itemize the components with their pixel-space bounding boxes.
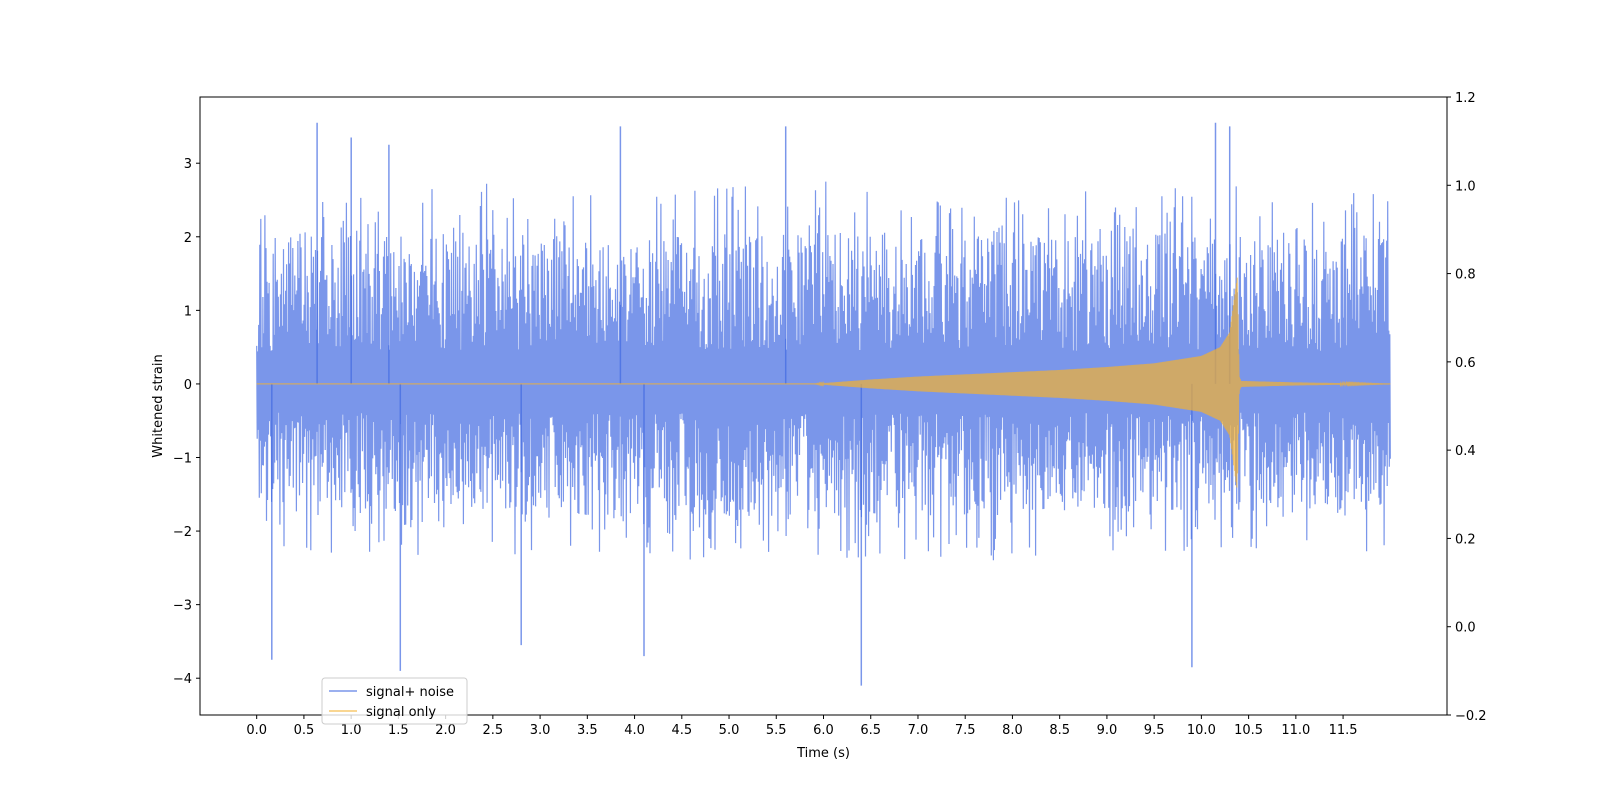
y-tick-label: −3 [173, 599, 192, 614]
x-tick-label: 6.5 [860, 723, 881, 738]
legend-label-signal-noise: signal+ noise [366, 685, 454, 700]
x-tick-label: 2.5 [483, 723, 504, 738]
y2-tick-label: −0.2 [1455, 709, 1487, 724]
x-tick-label: 11.0 [1281, 723, 1310, 738]
x-tick-label: 2.0 [435, 723, 456, 738]
y2-tick-label: 0.2 [1455, 532, 1476, 547]
y-axis-label: Whitened strain [151, 354, 166, 457]
x-tick-label: 10.5 [1234, 723, 1263, 738]
y-tick-label: −1 [173, 452, 192, 467]
x-tick-label: 9.5 [1144, 723, 1165, 738]
y2-tick-label: 0.8 [1455, 268, 1476, 283]
x-tick-label: 5.5 [766, 723, 787, 738]
x-tick-label: 1.5 [388, 723, 409, 738]
y2-tick-label: 0.4 [1455, 444, 1476, 459]
x-tick-label: 7.5 [955, 723, 976, 738]
y-tick-label: −2 [173, 525, 192, 540]
legend: signal+ noise signal only [321, 677, 468, 725]
legend-box [321, 677, 468, 725]
x-tick-label: 6.0 [813, 723, 834, 738]
series-signal-noise [256, 122, 1391, 686]
y-tick-label: 1 [184, 304, 192, 319]
y2-tick-label: 1.0 [1455, 179, 1476, 194]
x-tick-label: 4.0 [624, 723, 645, 738]
x-tick-label: 10.0 [1187, 723, 1216, 738]
x-tick-label: 5.0 [719, 723, 740, 738]
x-axis: 0.0 0.5 1.0 1.5 2.0 2.5 3.0 3.5 4.0 4.5 5.0 5.5 6.0 6… [246, 715, 1358, 738]
x-tick-label: 3.5 [577, 723, 598, 738]
y-axis: −4 −3 −2 −1 0 1 2 3 [173, 157, 200, 687]
x-tick-label: 9.0 [1097, 723, 1118, 738]
y-tick-label: −4 [173, 672, 192, 687]
x-tick-label: 0.5 [294, 723, 315, 738]
x-tick-label: 8.5 [1049, 723, 1070, 738]
y2-tick-label: 0.0 [1455, 621, 1476, 636]
x-tick-label: 4.5 [671, 723, 692, 738]
x-tick-label: 1.0 [341, 723, 362, 738]
x-tick-label: 11.5 [1329, 723, 1358, 738]
series-signal-only [256, 277, 1391, 488]
x-tick-label: 0.0 [246, 723, 267, 738]
y2-tick-label: 0.6 [1455, 356, 1476, 371]
y-tick-label: 2 [184, 231, 192, 246]
x-axis-label: Time (s) [796, 746, 850, 761]
x-tick-label: 3.0 [530, 723, 551, 738]
y-tick-label: 0 [184, 378, 192, 393]
y2-tick-label: 1.2 [1455, 91, 1476, 106]
x-tick-label: 7.0 [908, 723, 929, 738]
y-tick-label: 3 [184, 157, 192, 172]
plot-area [256, 122, 1391, 686]
x-tick-label: 8.0 [1002, 723, 1023, 738]
y-axis-right: −0.2 0.0 0.2 0.4 0.6 0.8 1.0 1.2 [1447, 91, 1487, 724]
legend-label-signal-only: signal only [366, 705, 436, 720]
